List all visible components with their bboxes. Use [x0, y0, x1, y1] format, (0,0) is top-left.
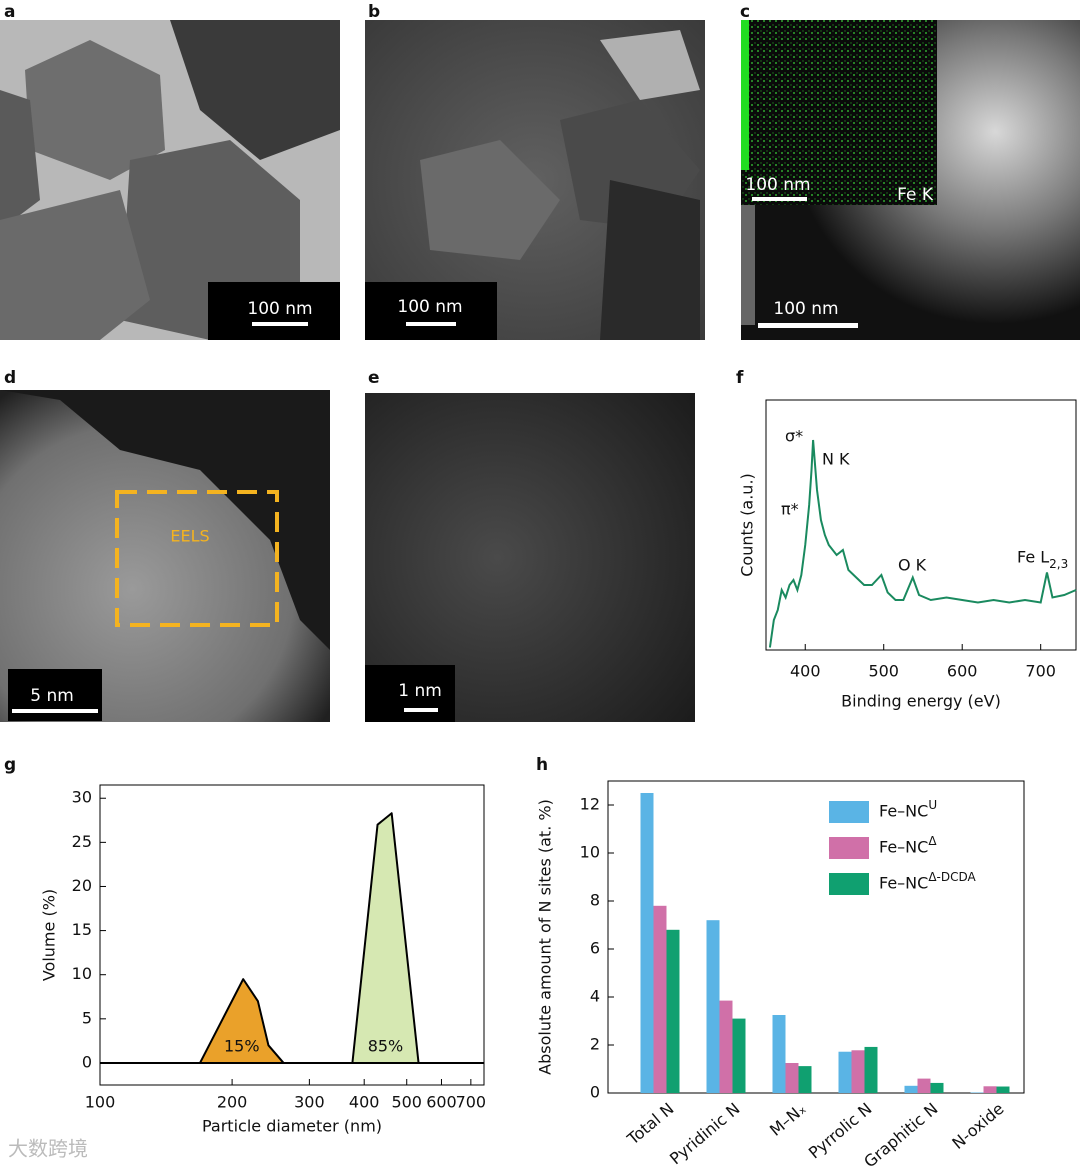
- y-tick-label: 30: [72, 788, 92, 807]
- panel-label: f: [736, 368, 744, 388]
- x-tick-label: N-oxide: [948, 1099, 1007, 1153]
- plot-frame: [607, 780, 1025, 1094]
- x-tick-label: 300: [294, 1093, 325, 1112]
- bar: [719, 1000, 733, 1093]
- micrograph-e: [365, 393, 695, 722]
- bar: [653, 905, 667, 1093]
- x-tick-label: Pyridinic N: [666, 1099, 743, 1168]
- y-axis-label: Volume (%): [40, 889, 59, 981]
- x-tick-label: 500: [868, 662, 899, 681]
- legend-swatch: [829, 801, 869, 823]
- panel-label: e: [368, 368, 380, 388]
- inset-label: Fe K: [897, 185, 934, 205]
- x-tick-label: 400: [790, 662, 821, 681]
- y-tick-label: 2: [590, 1035, 600, 1054]
- distribution-area: [199, 978, 285, 1064]
- plot-frame: [765, 399, 1077, 651]
- micrograph-b: [365, 20, 705, 340]
- annotation: N K: [822, 450, 850, 469]
- plot-frame: [99, 784, 485, 1086]
- bar: [732, 1018, 746, 1093]
- x-tick-label: 700: [1025, 662, 1056, 681]
- y-axis-label: Counts (a.u.): [738, 473, 757, 577]
- panel-label: a: [4, 2, 15, 22]
- distribution-area: [351, 812, 420, 1064]
- legend-superscript: Δ: [928, 834, 937, 848]
- bar: [772, 1015, 786, 1093]
- y-tick-label: 4: [590, 987, 600, 1006]
- x-axis-label: Binding energy (eV): [841, 692, 1001, 711]
- micrograph-a: [0, 20, 340, 340]
- panel-label: h: [536, 755, 548, 775]
- y-tick-label: 6: [590, 939, 600, 958]
- x-tick-label: 100: [85, 1093, 116, 1112]
- bar: [785, 1063, 799, 1093]
- y-tick-label: 10: [72, 964, 92, 983]
- x-tick-label: Graphitic N: [860, 1099, 941, 1170]
- y-tick-label: 10: [580, 843, 600, 862]
- bar: [838, 1051, 852, 1093]
- watermark: 大数跨境: [8, 1137, 88, 1161]
- x-tick-label: 700: [456, 1093, 487, 1112]
- panel-label: b: [368, 2, 380, 22]
- scale-bar-label: 100 nm: [247, 299, 312, 319]
- y-axis-label: Absolute amount of N sites (at. %): [536, 799, 555, 1075]
- x-tick-label: 200: [217, 1093, 248, 1112]
- inset-scale-bar-label: 100 nm: [745, 175, 810, 195]
- scale-bar-label: 1 nm: [398, 681, 442, 701]
- panel-label: d: [4, 368, 16, 388]
- annotation: π*: [781, 500, 799, 519]
- x-tick-label: M–Nₓ: [766, 1099, 810, 1140]
- legend-label: Fe–NCΔ-DCDA: [879, 870, 977, 893]
- y-tick-label: 8: [590, 891, 600, 910]
- y-tick-label: 5: [82, 1008, 92, 1027]
- bar: [798, 1066, 812, 1093]
- box-label: EELS: [170, 527, 209, 546]
- x-tick-label: 600: [426, 1093, 457, 1112]
- legend-superscript: U: [928, 798, 937, 812]
- value-label: 85%: [368, 1036, 404, 1055]
- bar: [666, 929, 680, 1093]
- x-tick-label: 500: [391, 1093, 422, 1112]
- micrograph-d: [0, 390, 330, 722]
- bar: [706, 920, 720, 1093]
- annotation: Fe L2,3: [1017, 548, 1068, 571]
- bar: [983, 1086, 997, 1093]
- value-label: 15%: [224, 1036, 260, 1055]
- y-tick-label: 15: [72, 920, 92, 939]
- bar: [904, 1085, 918, 1093]
- panel-label: c: [740, 2, 750, 22]
- legend-swatch: [829, 873, 869, 895]
- annotation: O K: [898, 556, 927, 575]
- bar: [864, 1046, 878, 1093]
- y-tick-label: 0: [590, 1083, 600, 1102]
- scale-bar-label: 100 nm: [397, 297, 462, 317]
- legend-label: Fe–NCU: [879, 798, 937, 821]
- x-axis-label: Particle diameter (nm): [202, 1117, 382, 1136]
- annotation: σ*: [785, 427, 803, 446]
- x-tick-label: 400: [349, 1093, 380, 1112]
- bar: [917, 1078, 931, 1093]
- legend-swatch: [829, 837, 869, 859]
- y-tick-label: 0: [82, 1052, 92, 1071]
- micrograph-c: [741, 20, 1080, 340]
- y-tick-label: 12: [580, 795, 600, 814]
- bar: [996, 1086, 1010, 1093]
- panel-label: g: [4, 755, 16, 775]
- x-tick-label: Total N: [623, 1099, 678, 1149]
- bar: [640, 793, 654, 1093]
- bar: [851, 1050, 865, 1093]
- legend-label: Fe–NCΔ: [879, 834, 937, 857]
- bar: [930, 1082, 944, 1093]
- scale-bar-label: 5 nm: [30, 686, 74, 706]
- annotation-subscript: 2,3: [1049, 557, 1068, 571]
- x-tick-label: 600: [947, 662, 978, 681]
- legend-superscript: Δ-DCDA: [928, 870, 976, 884]
- scale-bar-label: 100 nm: [773, 299, 838, 319]
- y-tick-label: 25: [72, 832, 92, 851]
- spectrum-line: [768, 439, 1077, 648]
- y-tick-label: 20: [72, 876, 92, 895]
